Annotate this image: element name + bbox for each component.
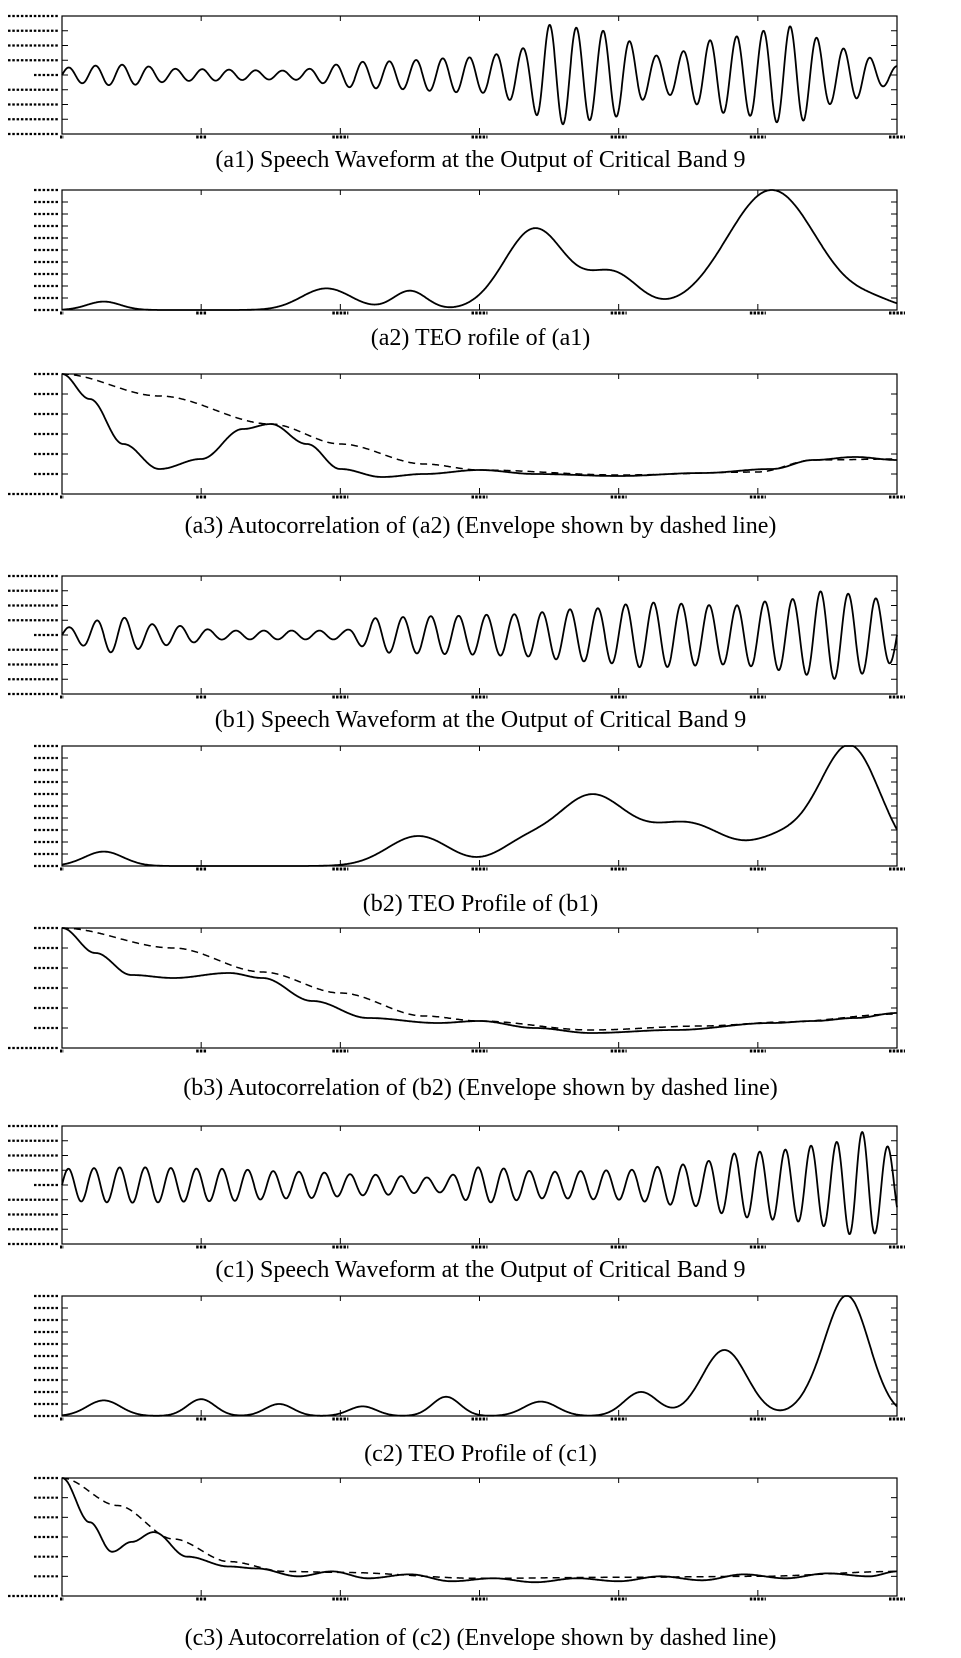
caption-c3: (c3) Autocorrelation of (c2) (Envelope s…	[184, 1625, 777, 1651]
series-teo-profile	[61, 745, 898, 867]
series-envelope-dashed	[62, 927, 897, 1031]
plot-frame	[61, 927, 898, 1049]
caption-b1: (b1) Speech Waveform at the Output of Cr…	[214, 707, 747, 733]
caption-a3: (a3) Autocorrelation of (a2) (Envelope s…	[184, 513, 777, 539]
caption-a1: (a1) Speech Waveform at the Output of Cr…	[215, 147, 746, 173]
panel-a1: (a1) Speech Waveform at the Output of Cr…	[0, 0, 961, 176]
plot-c3	[8, 1476, 905, 1601]
caption-c1: (c1) Speech Waveform at the Output of Cr…	[215, 1257, 746, 1283]
plot-frame	[61, 1125, 898, 1245]
plot-frame	[61, 15, 898, 135]
series-teo-profile	[61, 189, 898, 311]
plot-c2	[34, 1294, 905, 1421]
plot-frame	[61, 745, 898, 867]
panel-b3: (b3) Autocorrelation of (b2) (Envelope s…	[0, 924, 961, 1104]
series-waveform	[61, 24, 898, 126]
panel-b1: (b1) Speech Waveform at the Output of Cr…	[0, 560, 961, 736]
series-autocorrelation	[61, 373, 898, 478]
caption-b2: (b2) TEO Profile of (b1)	[362, 891, 599, 917]
panel-a2: (a2) TEO rofile of (a1)	[0, 186, 961, 360]
plot-frame	[61, 189, 898, 311]
plot-b2	[34, 744, 905, 871]
panel-c3: (c3) Autocorrelation of (c2) (Envelope s…	[0, 1476, 961, 1658]
plot-c1	[8, 1124, 905, 1249]
caption-c2: (c2) TEO Profile of (c1)	[364, 1441, 597, 1467]
series-teo-profile	[61, 1295, 898, 1417]
panel-a3: (a3) Autocorrelation of (a2) (Envelope s…	[0, 372, 961, 548]
plot-frame	[61, 1295, 898, 1417]
plot-frame	[61, 373, 898, 495]
panel-c1: (c1) Speech Waveform at the Output of Cr…	[0, 1110, 961, 1286]
plot-a2	[34, 188, 905, 315]
caption-b3: (b3) Autocorrelation of (b2) (Envelope s…	[183, 1075, 778, 1101]
panel-b2: (b2) TEO Profile of (b1)	[0, 742, 961, 917]
series-envelope-dashed	[62, 1477, 897, 1580]
plot-b1	[8, 574, 905, 699]
series-envelope-dashed	[62, 373, 897, 476]
series-waveform	[61, 1131, 898, 1235]
series-waveform	[61, 590, 898, 680]
plot-a3	[8, 372, 905, 499]
plot-b3	[8, 926, 905, 1053]
panel-c2: (c2) TEO Profile of (c1)	[0, 1292, 961, 1468]
series-autocorrelation	[61, 1477, 898, 1584]
caption-a2: (a2) TEO rofile of (a1)	[370, 325, 591, 351]
plot-a1	[8, 14, 905, 139]
series-autocorrelation	[61, 927, 898, 1034]
